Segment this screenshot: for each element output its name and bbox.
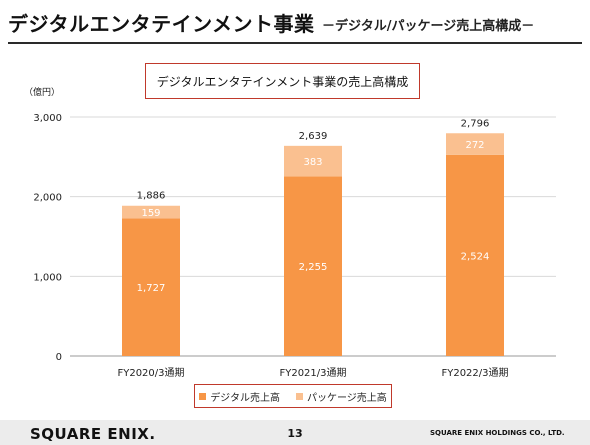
legend-label-digital: デジタル売上高 [210, 392, 280, 404]
legend-swatch-digital [199, 392, 207, 400]
x-tick-label: FY2021/3通期 [279, 367, 346, 379]
bar-value-label: 2,524 [461, 251, 490, 262]
legend: デジタル売上高 パッケージ売上高 [194, 384, 392, 408]
x-tick-label: FY2022/3通期 [441, 367, 508, 379]
page-title: デジタルエンタテインメント事業 [8, 12, 315, 36]
bar-total-label: 1,886 [137, 191, 166, 202]
legend-swatch-package [296, 392, 303, 400]
bar-segment [446, 133, 504, 155]
bar-segment [284, 176, 342, 356]
legend-label-package: パッケージ売上高 [307, 392, 387, 404]
bar-total-label: 2,639 [299, 131, 328, 142]
bar-value-label: 1,727 [137, 283, 166, 294]
bar-total-label: 2,796 [461, 118, 490, 129]
bar-segment [446, 154, 504, 356]
x-tick-label: FY2020/3通期 [117, 367, 184, 379]
company-logo: SQUARE ENIX. [30, 425, 156, 443]
bar-segment [122, 205, 180, 219]
bar-value-label: 2,255 [299, 262, 328, 273]
y-axis: 0 1,000 2,000 3,000 （億円） [24, 86, 62, 363]
bar-value-label: 383 [303, 157, 322, 168]
y-tick-label: 1,000 [33, 272, 62, 283]
page-subtitle: －デジタル/パッケージ売上高構成－ [322, 19, 535, 34]
data-labels: 1,727 159 1,886 FY2020/3通期 2,255 383 2,639 FY20… [117, 118, 508, 379]
footer-bar [0, 420, 590, 445]
page-number: 13 [287, 427, 303, 440]
y-tick-label: 2,000 [33, 193, 62, 204]
header: デジタルエンタテインメント事業 －デジタル/パッケージ売上高構成－ [8, 6, 582, 40]
legend-item-digital: デジタル売上高 [199, 389, 280, 404]
legend-item-package: パッケージ売上高 [296, 389, 387, 404]
bar-segment [122, 218, 180, 356]
bar-value-label: 159 [141, 208, 160, 219]
title-divider [8, 42, 582, 44]
bar-value-label: 272 [465, 140, 484, 151]
bar-segment [284, 145, 342, 177]
y-tick-label: 0 [56, 352, 62, 363]
y-unit-label: （億円） [24, 86, 60, 98]
chart-title: デジタルエンタテインメント事業の売上高構成 [145, 63, 420, 99]
bars [122, 133, 504, 356]
company-name: SQUARE ENIX HOLDINGS CO., LTD. [430, 429, 565, 437]
chart-title-text: デジタルエンタテインメント事業の売上高構成 [156, 74, 409, 89]
y-tick-label: 3,000 [33, 113, 62, 124]
